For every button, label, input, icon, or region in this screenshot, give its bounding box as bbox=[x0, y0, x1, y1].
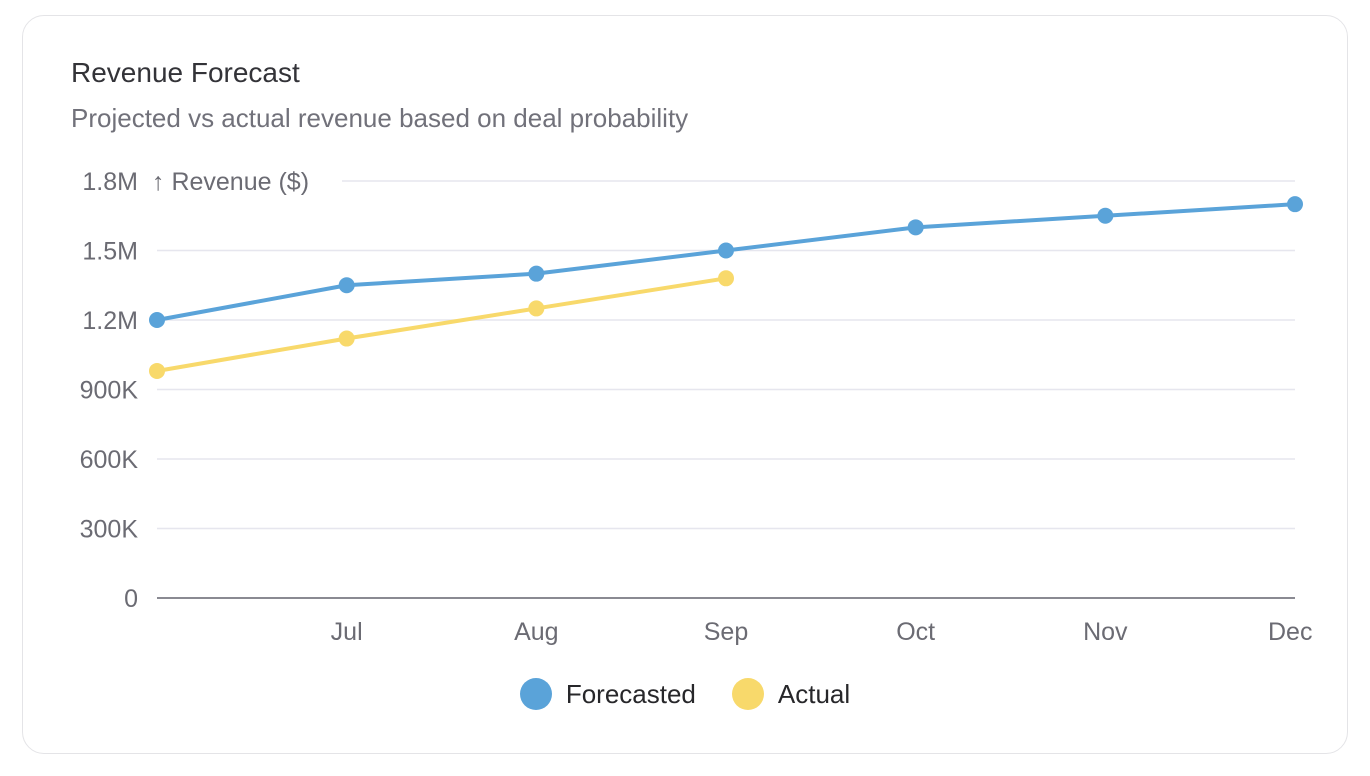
y-tick-label: 1.5M bbox=[82, 238, 138, 266]
chart-legend: Forecasted Actual bbox=[0, 678, 1370, 710]
series-forecasted bbox=[149, 196, 1303, 328]
data-point[interactable] bbox=[718, 242, 734, 259]
series-lines bbox=[149, 196, 1303, 379]
x-tick-label: Oct bbox=[896, 618, 935, 646]
legend-label: Forecasted bbox=[565, 678, 696, 709]
y-tick-label: 900K bbox=[80, 377, 139, 405]
x-tick-label: Jul bbox=[331, 618, 363, 646]
y-tick-label: 1.2M bbox=[82, 307, 138, 335]
revenue-forecast-card bbox=[22, 15, 1348, 754]
legend-swatch bbox=[519, 678, 552, 710]
data-point[interactable] bbox=[528, 300, 545, 317]
legend-item-forecasted[interactable]: Forecasted bbox=[519, 678, 696, 710]
chart-subtitle: Projected vs actual revenue based on dea… bbox=[71, 103, 689, 133]
data-point[interactable] bbox=[338, 277, 355, 294]
series-actual bbox=[149, 270, 734, 379]
y-axis-ticks: 0 300K 600K 900K 1.2M 1.5M 1.8M bbox=[80, 168, 139, 613]
data-point[interactable] bbox=[149, 312, 165, 328]
data-point[interactable] bbox=[149, 362, 165, 379]
y-tick-label: 600K bbox=[80, 446, 139, 474]
series-line bbox=[156, 202, 1296, 322]
series-line bbox=[156, 276, 727, 373]
data-point[interactable] bbox=[1097, 207, 1114, 224]
chart-title: Revenue Forecast bbox=[71, 57, 300, 88]
legend-item-actual[interactable]: Actual bbox=[731, 678, 851, 710]
y-tick-label: 1.8M bbox=[82, 168, 138, 196]
legend-label: Actual bbox=[777, 678, 851, 709]
y-axis-label: ↑ Revenue ($) bbox=[152, 168, 309, 196]
y-tick-label: 0 bbox=[124, 585, 138, 613]
x-tick-label: Nov bbox=[1083, 618, 1128, 646]
legend-swatch bbox=[731, 678, 764, 710]
data-point[interactable] bbox=[718, 270, 734, 287]
data-point[interactable] bbox=[528, 265, 545, 282]
x-tick-label: Sep bbox=[704, 618, 748, 646]
x-tick-label: Aug bbox=[514, 618, 558, 646]
data-point[interactable] bbox=[338, 330, 355, 347]
y-tick-label: 300K bbox=[80, 516, 139, 544]
data-point[interactable] bbox=[907, 219, 924, 236]
data-point[interactable] bbox=[1287, 196, 1303, 213]
x-tick-label: Dec bbox=[1268, 618, 1312, 646]
x-axis-ticks: Jul Aug Sep Oct Nov Dec bbox=[331, 618, 1313, 646]
